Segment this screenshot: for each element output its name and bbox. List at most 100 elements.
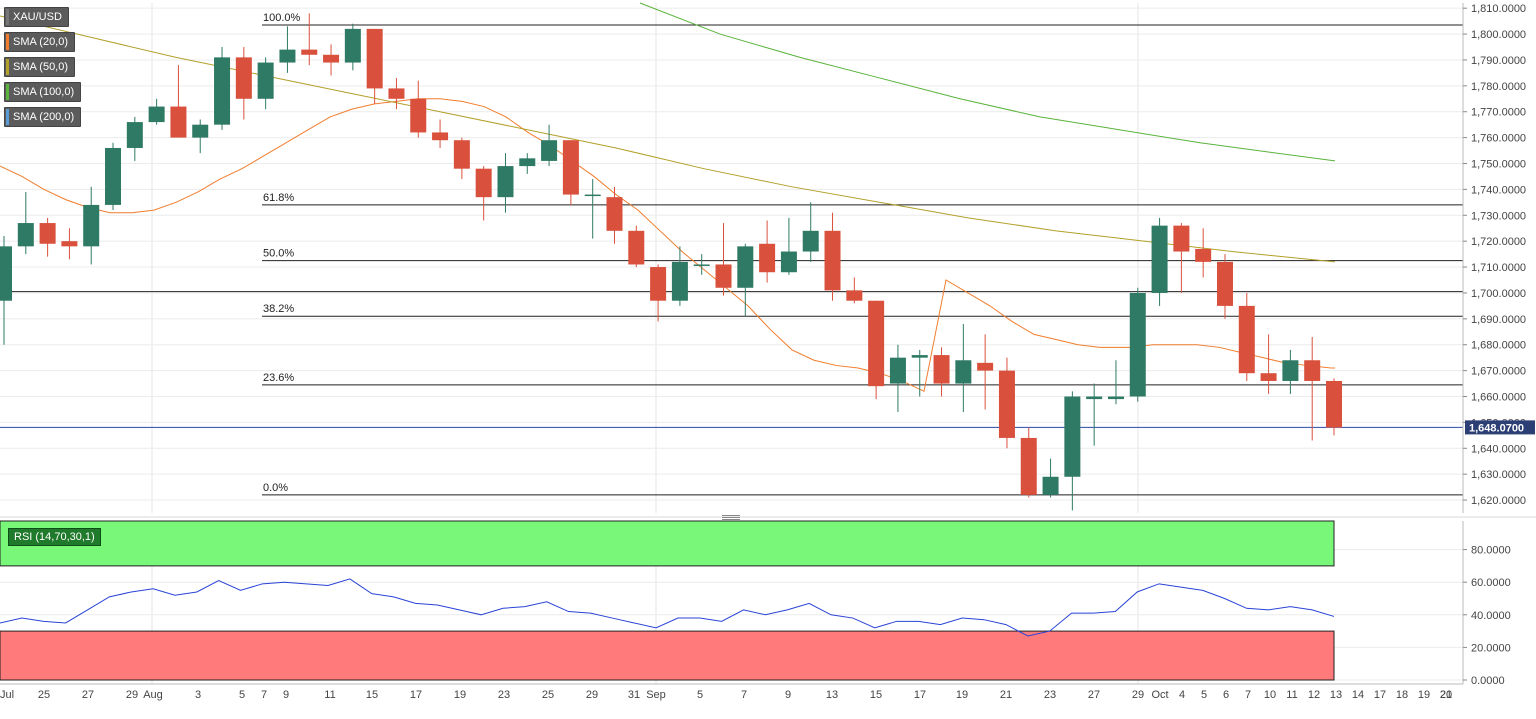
- x-tick-label: 17: [410, 689, 422, 701]
- candle-body: [1326, 380, 1342, 428]
- candle-body: [911, 355, 928, 358]
- candle-body: [650, 267, 667, 301]
- candle-body: [868, 300, 885, 387]
- x-tick-label: 19: [956, 689, 968, 701]
- candle-body: [693, 264, 710, 266]
- legend-sma100[interactable]: SMA (100,0): [4, 82, 82, 102]
- legend-label: SMA (200,0): [13, 111, 75, 123]
- candle-body: [1238, 305, 1255, 374]
- x-tick-label: 18: [1396, 689, 1408, 701]
- candle-body: [715, 264, 732, 288]
- candle-body: [1064, 396, 1081, 477]
- candle-body: [584, 194, 601, 197]
- x-tick-label: 23: [498, 689, 510, 701]
- fib-label: 61.8%: [263, 192, 294, 204]
- x-tick-label: 3: [195, 689, 201, 701]
- fib-label: 23.6%: [263, 372, 294, 384]
- legend-label: SMA (20,0): [13, 36, 69, 48]
- x-tick-label: 13: [826, 689, 838, 701]
- candle-body: [301, 49, 318, 55]
- candle-body: [61, 241, 78, 247]
- last-price-badge-label: 1,648.0700: [1469, 422, 1524, 434]
- y-tick-label-main: 1,730.0000: [1471, 210, 1526, 222]
- x-tick-label: 15: [870, 689, 882, 701]
- legend-label: RSI (14,70,30,1): [14, 531, 95, 543]
- legend-sma200[interactable]: SMA (200,0): [4, 107, 82, 127]
- legend-rsi[interactable]: RSI (14,70,30,1): [8, 528, 101, 546]
- legend-swatch: [6, 9, 9, 25]
- legend-sma50[interactable]: SMA (50,0): [4, 57, 76, 77]
- legend-swatch: [6, 84, 9, 100]
- y-tick-label-main: 1,740.0000: [1471, 184, 1526, 196]
- candle-body: [1151, 225, 1168, 293]
- x-tick-label: 31: [628, 689, 640, 701]
- x-tick-label: 7: [741, 689, 747, 701]
- candle-body: [1304, 360, 1321, 381]
- candle-body: [279, 49, 296, 63]
- x-tick-label: 7: [261, 689, 267, 701]
- y-tick-label-main: 1,660.0000: [1471, 392, 1526, 404]
- x-tick-label: 29: [126, 689, 138, 701]
- x-tick-label: 25: [542, 689, 554, 701]
- rsi-overbought-band: [0, 520, 1335, 567]
- fib-label: 0.0%: [263, 482, 288, 494]
- candle-body: [802, 230, 819, 252]
- candle-body: [955, 360, 972, 384]
- legend-swatch: [6, 34, 9, 50]
- x-tick-label: 12: [1308, 689, 1320, 701]
- x-tick-label: Oct: [1151, 689, 1168, 701]
- candle-body: [1086, 396, 1103, 400]
- x-tick-label: 11: [1286, 689, 1297, 701]
- candle-body: [235, 57, 252, 99]
- pane-splitter-handle[interactable]: [722, 515, 740, 521]
- y-tick-label-main: 1,790.0000: [1471, 55, 1526, 67]
- candle-body: [1260, 373, 1277, 381]
- x-tick-label: 9: [785, 689, 791, 701]
- x-tick-label: 5: [697, 689, 703, 701]
- candle-body: [126, 122, 143, 148]
- legend-xauusd[interactable]: XAU/USD: [4, 7, 69, 27]
- legend-swatch: [6, 109, 9, 125]
- y-tick-label-main: 1,770.0000: [1471, 107, 1526, 119]
- y-tick-label-main: 1,640.0000: [1471, 443, 1526, 455]
- y-tick-label-main: 1,710.0000: [1471, 262, 1526, 274]
- candle-body: [977, 362, 994, 371]
- y-tick-label-main: 1,680.0000: [1471, 340, 1526, 352]
- sma20-line: [857, 279, 1335, 393]
- last-price-badge-bg: [1465, 420, 1535, 435]
- x-tick-label: 17: [1374, 689, 1386, 701]
- candle-body: [410, 98, 427, 133]
- x-tick-label: 19: [1418, 689, 1430, 701]
- legend-label: SMA (100,0): [13, 86, 75, 98]
- x-tick-label: 21: [1440, 689, 1452, 701]
- candle-body: [1173, 225, 1190, 252]
- candle-body: [453, 140, 470, 169]
- x-tick-label: 5: [239, 689, 245, 701]
- y-tick-label-main: 1,720.0000: [1471, 236, 1526, 248]
- y-tick-label-main: 1,780.0000: [1471, 81, 1526, 93]
- candle-body: [998, 370, 1015, 438]
- candle-body: [39, 223, 56, 244]
- x-tick-label: 14: [1352, 689, 1364, 701]
- x-tick-label: 19: [454, 689, 466, 701]
- y-tick-label-main: 1,760.0000: [1471, 133, 1526, 145]
- candle-body: [170, 106, 187, 138]
- candle-body: [606, 197, 623, 231]
- y-tick-label-rsi: 40.0000: [1471, 610, 1511, 622]
- candle-body: [344, 28, 361, 63]
- candle-body: [933, 355, 950, 384]
- candle-body: [388, 88, 405, 99]
- candle-body: [1129, 292, 1146, 397]
- candle-body: [1042, 476, 1059, 495]
- x-tick-label: Aug: [143, 689, 163, 701]
- y-tick-label-main: 1,750.0000: [1471, 159, 1526, 171]
- candle-body: [497, 166, 514, 198]
- fib-label: 100.0%: [263, 12, 301, 24]
- candle-body: [628, 230, 645, 265]
- legend-sma20[interactable]: SMA (20,0): [4, 32, 76, 52]
- candle-body: [432, 132, 449, 141]
- candle-body: [1020, 437, 1037, 495]
- x-tick-label: 20: [1440, 689, 1452, 701]
